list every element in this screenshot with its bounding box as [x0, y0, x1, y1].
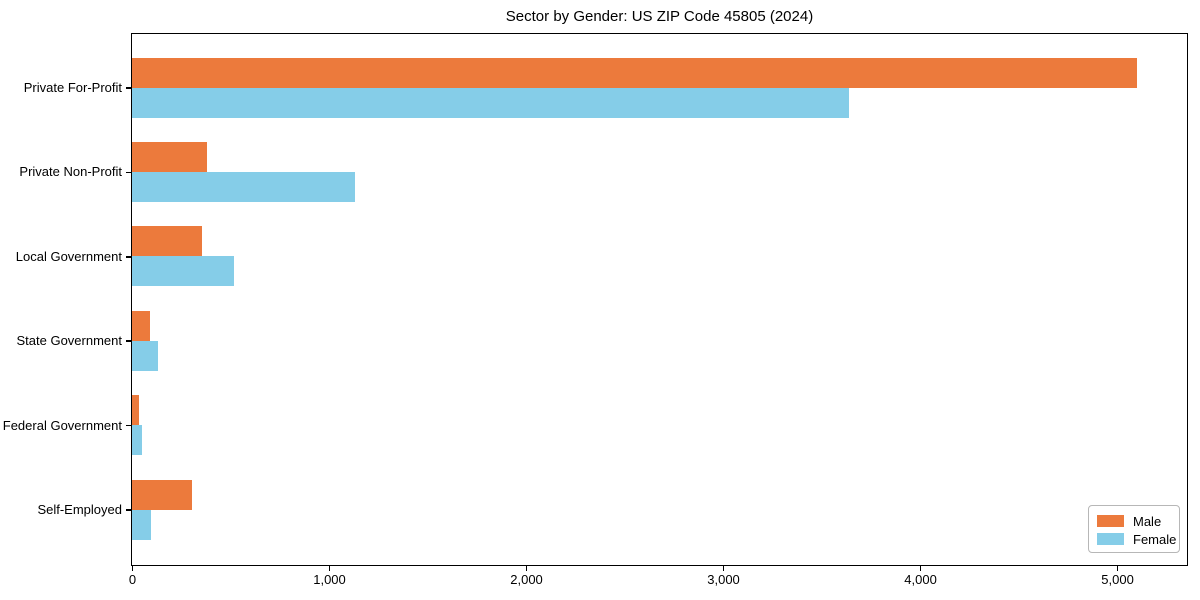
xtick-mark	[328, 565, 331, 571]
ytick-label: Federal Government	[2, 417, 122, 433]
chart-title: Sector by Gender: US ZIP Code 45805 (202…	[505, 8, 814, 25]
bar-male-4	[132, 395, 139, 426]
ytick-label: Self-Employed	[37, 502, 122, 517]
bar-female-5	[132, 509, 151, 540]
xtick-label: 5,000	[1101, 572, 1134, 587]
ytick-mark	[126, 171, 131, 174]
ytick-mark	[126, 509, 131, 511]
bar-male-2	[132, 226, 202, 257]
xtick-mark	[525, 565, 528, 571]
bar-female-2	[132, 256, 235, 287]
legend-label-female: Female	[1133, 531, 1177, 547]
xtick-label: 0	[128, 572, 137, 587]
ytick-label: Private Non-Profit	[19, 164, 122, 180]
xtick-mark	[919, 565, 922, 571]
bar-female-4	[132, 425, 142, 456]
legend: Male Female	[1088, 505, 1180, 553]
bar-female-3	[132, 340, 158, 371]
ytick-mark	[126, 340, 131, 342]
xtick-mark	[1116, 565, 1119, 571]
ytick-mark	[126, 87, 131, 89]
xtick-mark	[131, 565, 134, 571]
ytick-label: Private For-Profit	[23, 80, 122, 95]
xtick-label: 1,000	[313, 572, 346, 587]
bar-male-5	[132, 479, 193, 510]
ytick-label: State Government	[16, 333, 123, 349]
ytick-mark	[126, 256, 131, 258]
xtick-label: 4,000	[904, 572, 937, 587]
bar-female-0	[132, 87, 850, 118]
xtick-mark	[722, 565, 725, 571]
legend-item-female: Female	[1097, 530, 1179, 548]
bar-male-1	[132, 141, 207, 172]
legend-label-male: Male	[1133, 513, 1162, 529]
legend-item-male: Male	[1097, 512, 1179, 530]
plot-area	[131, 33, 1188, 566]
xtick-label: 2,000	[510, 572, 543, 587]
ytick-label: Local Government	[15, 248, 122, 264]
bar-male-0	[132, 57, 1137, 88]
xtick-label: 3,000	[707, 572, 740, 587]
male-swatch-icon	[1097, 515, 1124, 527]
bar-female-1	[132, 171, 355, 202]
ytick-mark	[126, 424, 131, 427]
female-swatch-icon	[1097, 533, 1124, 545]
bar-male-3	[132, 310, 150, 341]
